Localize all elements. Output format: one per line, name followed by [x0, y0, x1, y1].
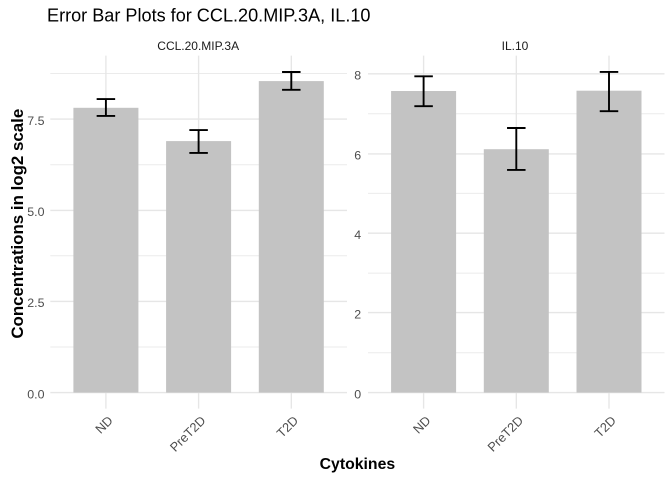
svg-text:2.5: 2.5 [27, 296, 44, 310]
svg-text:CCL.20.MIP.3A: CCL.20.MIP.3A [157, 39, 239, 53]
svg-text:6: 6 [354, 149, 361, 163]
svg-text:Concentrations in log2 scale: Concentrations in log2 scale [8, 109, 27, 339]
svg-text:8: 8 [354, 69, 361, 83]
svg-text:IL.10: IL.10 [502, 39, 529, 53]
svg-text:2: 2 [354, 307, 361, 321]
svg-text:7.5: 7.5 [27, 114, 44, 128]
svg-text:4: 4 [354, 228, 361, 242]
svg-text:0: 0 [354, 387, 361, 401]
svg-text:Error Bar Plots for CCL.20.MIP: Error Bar Plots for CCL.20.MIP.3A, IL.10 [47, 5, 370, 25]
svg-text:Cytokines: Cytokines [320, 456, 396, 473]
svg-text:5.0: 5.0 [27, 205, 44, 219]
svg-text:0.0: 0.0 [27, 387, 44, 401]
